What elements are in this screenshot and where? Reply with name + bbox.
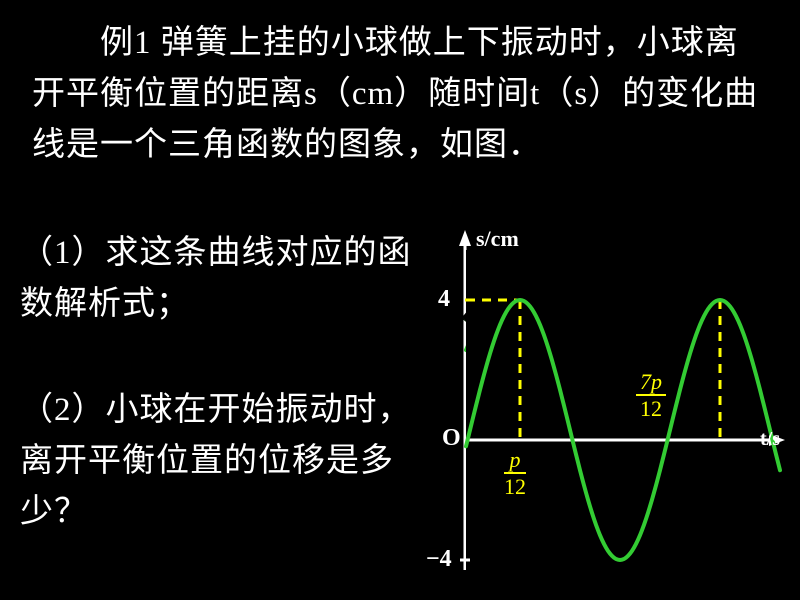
frac1-den: 12 xyxy=(504,474,526,498)
problem-statement: 例1 弹簧上挂的小球做上下振动时，小球离开平衡位置的距离s（cm）随时间t（s）… xyxy=(32,18,772,171)
ytick-4: 4 xyxy=(438,286,450,313)
q2-text: （2）小球在开始振动时，离开平衡位置的位移是多少？ xyxy=(20,392,412,530)
frac1-num: p xyxy=(504,448,526,474)
frac-7p12: 7p 12 xyxy=(636,370,666,420)
frac-p12: p 12 xyxy=(504,448,526,498)
slide-root: 例1 弹簧上挂的小球做上下振动时，小球离开平衡位置的距离s（cm）随时间t（s）… xyxy=(0,0,800,600)
ytick-neg4: −4 xyxy=(426,546,452,573)
origin: O xyxy=(442,425,461,452)
intro-text: 例1 弹簧上挂的小球做上下振动时，小球离开平衡位置的距离s（cm）随时间t（s）… xyxy=(32,25,758,163)
frac2-num: 7p xyxy=(636,370,666,396)
sine-chart: s/cm t/s O 4 −4 p 12 7p 12 xyxy=(420,220,790,590)
frac2-den: 12 xyxy=(636,396,666,420)
x-axis-label: t/s xyxy=(760,428,780,451)
question-2: （2）小球在开始振动时，离开平衡位置的位移是多少？ xyxy=(20,385,420,538)
question-1: （1）求这条曲线对应的函数解析式； xyxy=(20,228,420,330)
q1-text: （1）求这条曲线对应的函数解析式； xyxy=(20,235,412,322)
chart-final xyxy=(420,220,790,590)
y-axis-label: s/cm xyxy=(476,226,519,252)
